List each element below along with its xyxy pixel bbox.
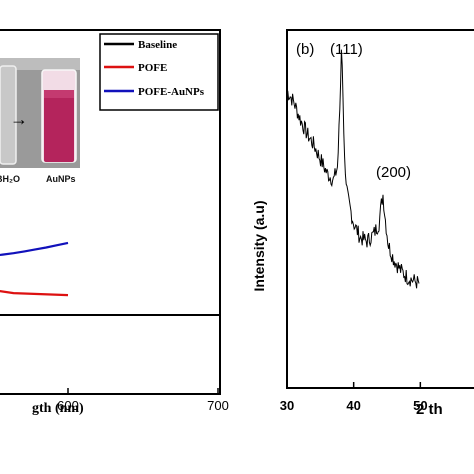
xrd-x-axis-label: 2 th <box>416 401 443 418</box>
legend-label-baseline: Baseline <box>138 39 177 51</box>
legend-label-pofe-aunps: POFE-AuNPs <box>138 86 205 98</box>
uv-x-ticks: 600 700 <box>57 388 229 413</box>
xrd-series-group <box>286 49 420 289</box>
xrd-panel-label: (b) <box>296 41 314 58</box>
uv-legend-box <box>99 33 219 111</box>
inset-label-left: BH₂O <box>0 174 20 184</box>
xrd-x-tick-label: 40 <box>346 398 360 413</box>
inset-right-vial-liquid <box>44 90 74 162</box>
uv-x-axis-label: gth (nm) <box>32 401 84 416</box>
uv-series-group <box>0 241 69 297</box>
legend-label-pofe: POFE <box>138 62 167 74</box>
uv-x-tick-label: 600 <box>57 398 79 413</box>
inset-left-vial <box>0 65 17 165</box>
inset-liquid-meniscus <box>44 90 74 98</box>
xrd-series-line <box>286 49 420 289</box>
xrd-plot-frame <box>286 29 474 389</box>
xrd-x-ticks: 30 40 50 <box>280 382 428 413</box>
uv-plot-frame <box>0 29 221 395</box>
inset-photo: → BH₂O AuNPs <box>0 58 80 184</box>
uv-legend: Baseline POFE POFE-AuNPs <box>99 33 219 111</box>
uv-series-line-pofe-aunps <box>0 241 69 257</box>
xrd-y-axis-label: Intensity (a.u) <box>251 200 267 291</box>
uv-vis-panel: 600 700 gth (nm) → BH₂O AuNPs Baseline PO… <box>0 29 229 416</box>
uv-x-tick-label: 700 <box>207 398 229 413</box>
xrd-peak-label-200: (200) <box>376 164 411 181</box>
inset-top-glare <box>0 58 80 70</box>
inset-label-right: AuNPs <box>46 174 76 184</box>
xrd-panel: 30 40 50 (b) (111) (200) Intensity (a.u) 2… <box>251 29 474 418</box>
xrd-peak-label-111: (111) <box>330 41 363 58</box>
uv-series-line-pofe <box>0 289 69 297</box>
xrd-x-tick-label: 30 <box>280 398 294 413</box>
inset-arrow: → <box>10 109 28 129</box>
xrd-x-tick-label: 50 <box>413 398 427 413</box>
